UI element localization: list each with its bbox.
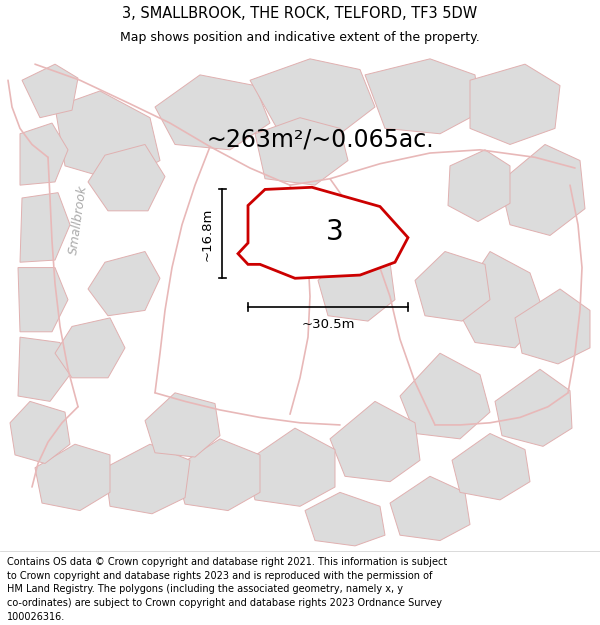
Polygon shape: [175, 439, 260, 511]
Polygon shape: [455, 251, 545, 348]
Text: Smallbrook: Smallbrook: [67, 184, 89, 255]
Polygon shape: [470, 64, 560, 144]
Text: 100026316.: 100026316.: [7, 612, 65, 622]
Polygon shape: [22, 64, 78, 118]
Polygon shape: [305, 492, 385, 546]
Text: ~30.5m: ~30.5m: [301, 318, 355, 331]
Polygon shape: [18, 268, 68, 332]
Polygon shape: [500, 144, 585, 236]
Polygon shape: [250, 59, 375, 134]
Polygon shape: [20, 192, 70, 262]
Polygon shape: [238, 188, 408, 278]
Polygon shape: [20, 123, 68, 185]
Text: to Crown copyright and database rights 2023 and is reproduced with the permissio: to Crown copyright and database rights 2…: [7, 571, 433, 581]
Polygon shape: [448, 150, 510, 221]
Polygon shape: [88, 144, 165, 211]
Polygon shape: [330, 401, 420, 482]
Polygon shape: [400, 353, 490, 439]
Polygon shape: [10, 401, 70, 464]
Polygon shape: [495, 369, 572, 446]
Text: 3, SMALLBROOK, THE ROCK, TELFORD, TF3 5DW: 3, SMALLBROOK, THE ROCK, TELFORD, TF3 5D…: [122, 6, 478, 21]
Polygon shape: [18, 337, 70, 401]
Text: Map shows position and indicative extent of the property.: Map shows position and indicative extent…: [120, 31, 480, 44]
Polygon shape: [390, 476, 470, 541]
Polygon shape: [145, 393, 220, 457]
Polygon shape: [255, 118, 348, 185]
Text: 3: 3: [326, 218, 344, 246]
Polygon shape: [88, 251, 160, 316]
Polygon shape: [105, 444, 190, 514]
Text: co-ordinates) are subject to Crown copyright and database rights 2023 Ordnance S: co-ordinates) are subject to Crown copyr…: [7, 598, 442, 608]
Text: Contains OS data © Crown copyright and database right 2021. This information is : Contains OS data © Crown copyright and d…: [7, 557, 448, 567]
Polygon shape: [452, 434, 530, 500]
Polygon shape: [318, 251, 395, 321]
Polygon shape: [55, 318, 125, 378]
Polygon shape: [415, 251, 490, 321]
Polygon shape: [155, 75, 270, 150]
Polygon shape: [245, 428, 335, 506]
Text: ~16.8m: ~16.8m: [201, 207, 214, 261]
Polygon shape: [515, 289, 590, 364]
Polygon shape: [35, 444, 110, 511]
Text: ~263m²/~0.065ac.: ~263m²/~0.065ac.: [206, 127, 434, 151]
Polygon shape: [55, 91, 160, 182]
Polygon shape: [365, 59, 480, 134]
Text: HM Land Registry. The polygons (including the associated geometry, namely x, y: HM Land Registry. The polygons (includin…: [7, 584, 403, 594]
